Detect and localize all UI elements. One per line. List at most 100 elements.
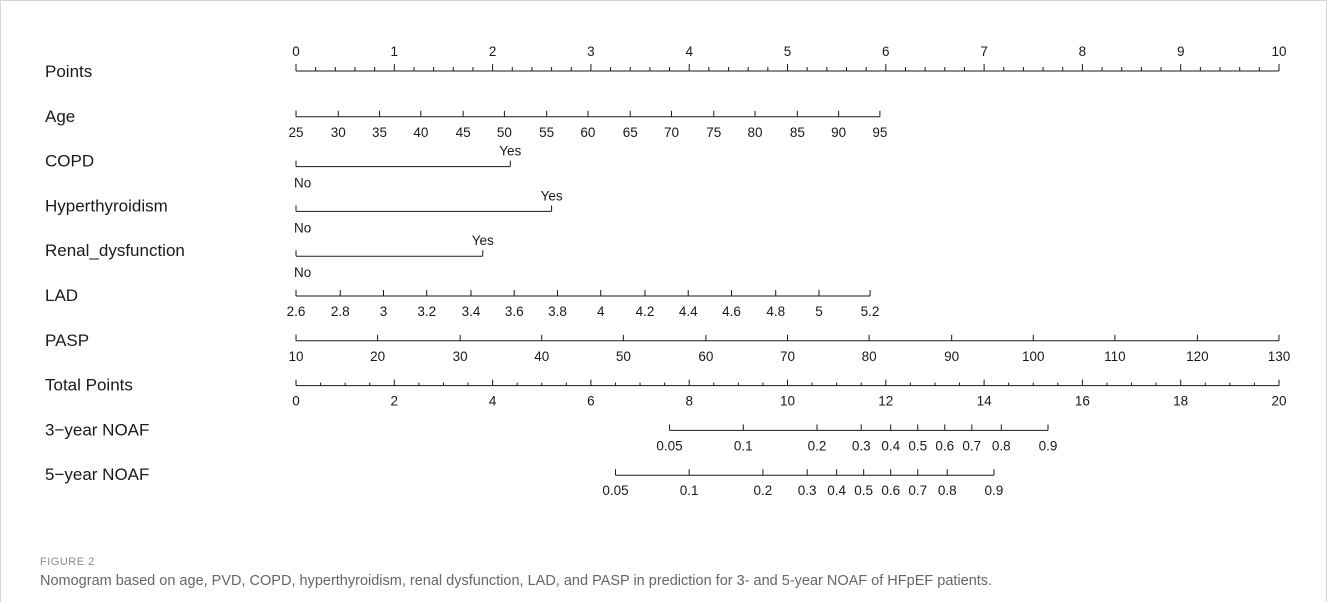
points-tick-label: 3 (587, 44, 595, 59)
pasp-tick-label: 120 (1186, 349, 1209, 364)
points-tick-label: 6 (882, 44, 890, 59)
copd-variable-label: COPD (45, 152, 94, 171)
age-tick-label: 40 (413, 125, 428, 140)
lad-tick-label: 3.8 (548, 304, 567, 319)
5-year-noaf-tick-label: 0.4 (827, 483, 846, 498)
5-year-noaf-tick-label: 0.9 (985, 483, 1004, 498)
lad-tick-label: 2.8 (331, 304, 350, 319)
3-year-noaf-tick-label: 0.1 (734, 438, 753, 453)
total-points-tick-label: 6 (587, 394, 595, 409)
3-year-noaf-tick-label: 0.2 (808, 438, 827, 453)
lad-tick-label: 4.4 (679, 304, 698, 319)
5-year-noaf-tick-label: 0.7 (908, 483, 927, 498)
age-tick-label: 55 (539, 125, 554, 140)
renal-dysfunction-level-label: No (294, 265, 311, 280)
total-points-tick-label: 14 (977, 394, 993, 409)
points-tick-label: 5 (784, 44, 792, 59)
3-year-noaf-variable-label: 3−year NOAF (45, 420, 149, 439)
lad-tick-label: 4 (597, 304, 605, 319)
pasp-tick-label: 90 (944, 349, 959, 364)
total-points-tick-label: 8 (685, 394, 693, 409)
3-year-noaf-tick-label: 0.3 (852, 438, 871, 453)
points-tick-label: 7 (980, 44, 988, 59)
5-year-noaf-tick-label: 0.8 (938, 483, 957, 498)
3-year-noaf-tick-label: 0.4 (881, 438, 900, 453)
figure-label: FIGURE 2 (40, 556, 95, 568)
pasp-tick-label: 70 (780, 349, 795, 364)
copd-level-label: No (294, 176, 311, 191)
5-year-noaf-tick-label: 0.1 (680, 483, 699, 498)
total-points-tick-label: 0 (292, 394, 300, 409)
points-tick-label: 4 (685, 44, 693, 59)
lad-tick-label: 4.8 (766, 304, 785, 319)
lad-tick-label: 2.6 (287, 304, 306, 319)
points-tick-label: 0 (292, 44, 300, 59)
renal-dysfunction-variable-label: Renal_dysfunction (45, 241, 185, 260)
total-points-tick-label: 18 (1173, 394, 1188, 409)
lad-tick-label: 3 (380, 304, 388, 319)
points-tick-label: 10 (1271, 44, 1286, 59)
total-points-tick-label: 2 (391, 394, 399, 409)
3-year-noaf-tick-label: 0.6 (935, 438, 954, 453)
pasp-tick-label: 110 (1104, 349, 1126, 364)
copd-level-label: Yes (499, 144, 521, 159)
hyperthyroidism-level-label: No (294, 220, 311, 235)
3-year-noaf-tick-label: 0.5 (908, 438, 927, 453)
points-tick-label: 8 (1079, 44, 1087, 59)
pasp-tick-label: 80 (862, 349, 877, 364)
age-tick-label: 65 (623, 125, 638, 140)
age-tick-label: 80 (748, 125, 763, 140)
lad-tick-label: 4.2 (636, 304, 655, 319)
hyperthyroidism-level-label: Yes (541, 188, 563, 203)
pasp-tick-label: 100 (1022, 349, 1045, 364)
lad-tick-label: 5 (815, 304, 823, 319)
age-variable-label: Age (45, 107, 75, 126)
pasp-tick-label: 130 (1268, 349, 1291, 364)
lad-tick-label: 3.4 (462, 304, 481, 319)
age-tick-label: 60 (580, 125, 595, 140)
5-year-noaf-tick-label: 0.6 (881, 483, 900, 498)
pasp-tick-label: 60 (698, 349, 713, 364)
pasp-tick-label: 10 (288, 349, 303, 364)
3-year-noaf-tick-label: 0.9 (1039, 438, 1058, 453)
pasp-tick-label: 50 (616, 349, 631, 364)
lad-tick-label: 3.6 (505, 304, 524, 319)
age-tick-label: 30 (331, 125, 346, 140)
age-tick-label: 50 (497, 125, 512, 140)
age-tick-label: 45 (456, 125, 471, 140)
points-tick-label: 9 (1177, 44, 1185, 59)
age-tick-label: 95 (872, 125, 887, 140)
lad-tick-label: 4.6 (722, 304, 741, 319)
total-points-tick-label: 10 (780, 394, 795, 409)
total-points-tick-label: 20 (1271, 394, 1286, 409)
pasp-tick-label: 20 (370, 349, 385, 364)
figure-caption: Nomogram based on age, PVD, COPD, hypert… (40, 573, 993, 589)
5-year-noaf-tick-label: 0.5 (854, 483, 873, 498)
5-year-noaf-tick-label: 0.3 (798, 483, 817, 498)
total-points-variable-label: Total Points (45, 376, 133, 395)
lad-tick-label: 3.2 (417, 304, 436, 319)
age-tick-label: 70 (664, 125, 679, 140)
age-tick-label: 85 (790, 125, 805, 140)
points-tick-label: 1 (391, 44, 399, 59)
total-points-tick-label: 12 (878, 394, 893, 409)
pasp-variable-label: PASP (45, 331, 89, 350)
5-year-noaf-tick-label: 0.2 (754, 483, 773, 498)
total-points-tick-label: 4 (489, 394, 497, 409)
3-year-noaf-tick-label: 0.05 (656, 438, 682, 453)
5-year-noaf-variable-label: 5−year NOAF (45, 465, 149, 484)
age-tick-label: 90 (831, 125, 846, 140)
pasp-tick-label: 30 (453, 349, 468, 364)
total-points-tick-label: 16 (1075, 394, 1090, 409)
3-year-noaf-tick-label: 0.7 (962, 438, 981, 453)
renal-dysfunction-level-label: Yes (472, 233, 494, 248)
lad-variable-label: LAD (45, 286, 78, 305)
pasp-tick-label: 40 (534, 349, 549, 364)
lad-tick-label: 5.2 (861, 304, 880, 319)
3-year-noaf-tick-label: 0.8 (992, 438, 1011, 453)
points-tick-label: 2 (489, 44, 497, 59)
age-tick-label: 75 (706, 125, 721, 140)
age-tick-label: 35 (372, 125, 387, 140)
